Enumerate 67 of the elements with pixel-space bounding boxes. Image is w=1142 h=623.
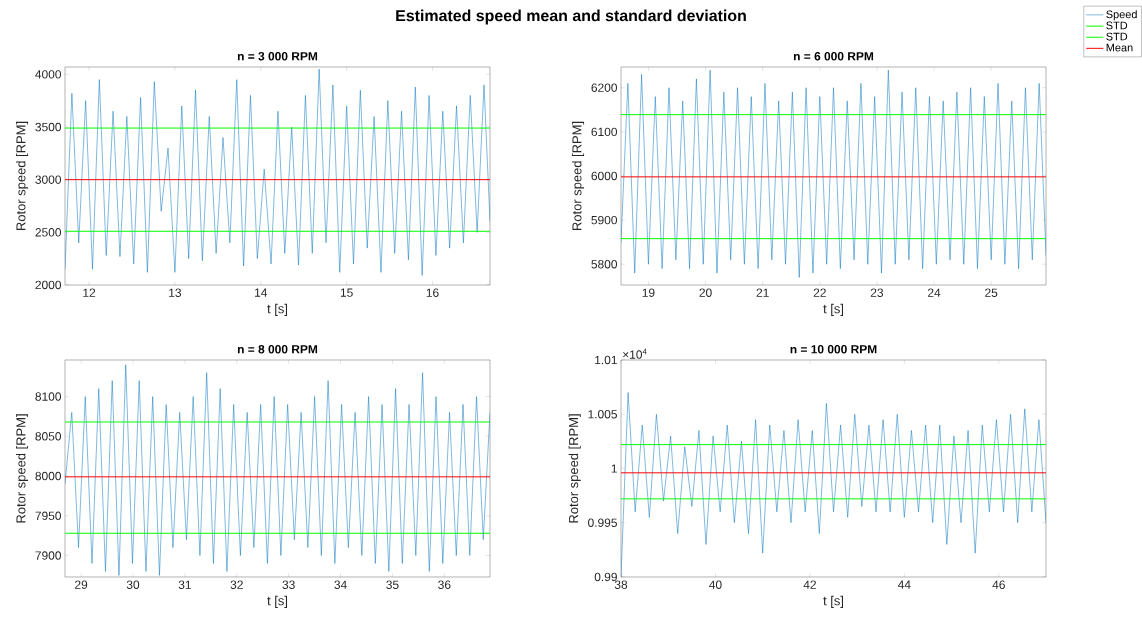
y-tick-label: 2000 <box>35 280 62 290</box>
y-tick-label: 1.005 <box>588 410 617 419</box>
y-axis-title: Rotor speed [RPM] <box>15 121 29 230</box>
x-tick-label: 42 <box>803 580 816 589</box>
legend-label: Speed <box>1106 10 1137 21</box>
y-tick-label: 8050 <box>35 432 62 441</box>
x-tick-label: 14 <box>255 288 268 297</box>
y-tick-label: 0.99 <box>594 572 617 582</box>
y-tick-label: 6100 <box>591 127 618 137</box>
x-tick-label: 31 <box>178 580 191 589</box>
y-tick-label: 7950 <box>35 511 62 520</box>
x-tick-label: 24 <box>928 288 941 297</box>
y-tick-label: 3500 <box>35 122 62 132</box>
y-axis-title: Rotor speed [RPM] <box>568 414 581 523</box>
y-tick-label: 0.995 <box>588 518 617 527</box>
x-tick-label: 40 <box>709 580 722 589</box>
x-tick-label: 34 <box>334 580 347 589</box>
x-tick-label: 29 <box>75 580 88 589</box>
x-tick-label: 21 <box>756 288 769 297</box>
y-tick-label: 8100 <box>35 392 62 401</box>
line-series <box>621 69 1047 278</box>
x-tick-label: 25 <box>985 288 998 297</box>
legend-label: STD <box>1106 21 1128 30</box>
y-axis-title: Rotor speed [RPM] <box>571 121 585 230</box>
x-tick-label: 35 <box>386 580 399 589</box>
x-tick-label: 19 <box>642 288 655 297</box>
text: ×10$^{4}$ <box>623 348 647 359</box>
chart-title: n = 3 000 RPM <box>237 52 318 61</box>
y-tick-label: 5900 <box>591 215 618 225</box>
line-series <box>621 392 1046 577</box>
x-axis-title: t [s] <box>823 595 844 608</box>
x-tick-label: 44 <box>897 580 911 589</box>
x-tick-label: 16 <box>426 288 439 297</box>
chart-title: n = 6 000 RPM <box>793 52 874 61</box>
legend-label: STD <box>1106 32 1128 41</box>
y-tick-label: 7900 <box>35 551 62 560</box>
y-tick-label: 6200 <box>591 83 618 92</box>
x-tick-label: 33 <box>282 580 295 589</box>
x-tick-label: 13 <box>169 288 182 297</box>
y-tick-label: 4000 <box>35 70 62 79</box>
text: Estimated speed mean and standard deviation <box>396 9 746 25</box>
x-tick-label: 36 <box>438 580 451 589</box>
y-tick-label: 8000 <box>35 471 62 481</box>
x-tick-label: 23 <box>870 288 884 297</box>
chart-title: n = 8 000 RPM <box>237 345 318 354</box>
line-series <box>65 68 491 276</box>
x-axis-title: t [s] <box>823 303 844 316</box>
x-tick-label: 46 <box>992 580 1005 589</box>
y-tick-label: 6000 <box>591 171 618 181</box>
x-tick-label: 20 <box>699 288 712 297</box>
x-tick-label: 30 <box>126 580 140 589</box>
x-axis-title: t [s] <box>267 595 288 608</box>
y-tick-label: 1 <box>611 464 617 473</box>
y-tick-label: 3000 <box>35 175 62 184</box>
x-tick-label: 12 <box>83 288 96 297</box>
legend-label: Mean <box>1106 43 1133 52</box>
y-tick-label: 1.01 <box>595 355 617 365</box>
x-tick-label: 15 <box>340 288 353 297</box>
x-tick-label: 38 <box>614 580 628 589</box>
y-tick-label: 5800 <box>591 260 618 269</box>
x-tick-label: 32 <box>230 580 243 589</box>
line-series <box>65 364 491 576</box>
x-tick-label: 22 <box>813 288 826 297</box>
chart-title: n = 10 000 RPM <box>790 345 877 354</box>
x-axis-title: t [s] <box>267 303 288 316</box>
y-axis-title: Rotor speed [RPM] <box>15 414 29 523</box>
y-tick-label: 2500 <box>35 228 62 237</box>
